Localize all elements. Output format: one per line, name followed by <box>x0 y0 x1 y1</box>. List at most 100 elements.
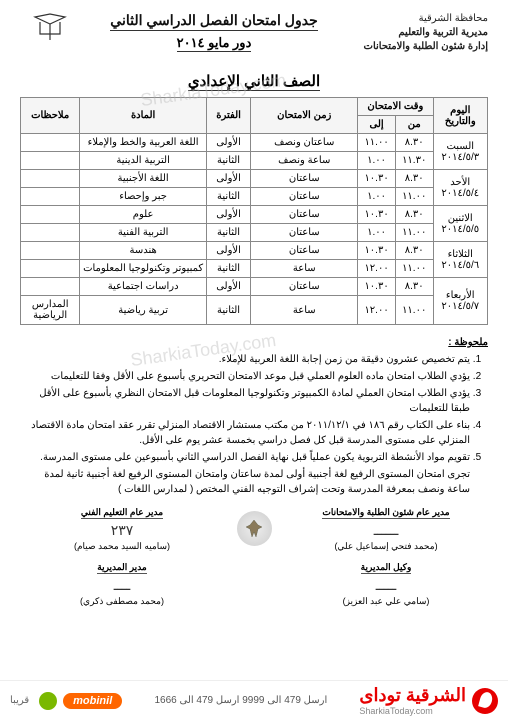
notes-section: ملحوظة : يتم تخصيص عشرون دقيقة من زمن إج… <box>20 335 488 497</box>
cell-to: ١.٠٠ <box>358 188 396 206</box>
th-time: وقت الامتحان <box>358 98 433 116</box>
cell-from: ١١.٠٠ <box>395 188 433 206</box>
header-authority: محافظة الشرقية مديرية التربية والتعليم إ… <box>358 12 488 54</box>
cell-notes <box>21 170 80 188</box>
header-logo <box>20 12 70 42</box>
notes-extra: تجرى امتحان المستوى الرفيع لغة أجنبية أو… <box>20 467 488 497</box>
cell-subject: كمبيوتر وتكنولوجيا المعلومات <box>80 260 207 278</box>
cell-from: ١١.٠٠ <box>395 224 433 242</box>
th-notes: ملاحظات <box>21 98 80 134</box>
cell-subject: التربية الدينية <box>80 152 207 170</box>
cell-duration: ساعتان <box>251 224 358 242</box>
directorate: مديرية التربية والتعليم <box>358 26 488 40</box>
cell-period: الثانية <box>206 260 250 278</box>
signature-mark: ــــ <box>20 578 224 596</box>
cell-day: السبت٢٠١٤/٥/٣ <box>433 134 487 170</box>
cell-notes: المدارس الرياضية <box>21 296 80 325</box>
table-row: الثلاثاء٢٠١٤/٥/٦٨.٣٠١٠.٣٠ساعتانالأولىهند… <box>21 242 488 260</box>
cell-to: ١.٠٠ <box>358 152 396 170</box>
cell-duration: ساعة <box>251 296 358 325</box>
cell-notes <box>21 188 80 206</box>
cell-day: الاثنين٢٠١٤/٥/٥ <box>433 206 487 242</box>
cell-period: الثانية <box>206 296 250 325</box>
sig-title: مدير المديرية <box>97 562 147 574</box>
title-main: جدول امتحان الفصل الدراسي الثاني <box>110 12 317 31</box>
note-item: يتم تخصيص عشرون دقيقة من زمن إجابة اللغة… <box>20 352 470 367</box>
cell-to: ١٠.٣٠ <box>358 278 396 296</box>
department: إدارة شئون الطلبة والامتحانات <box>358 40 488 54</box>
th-duration: زمن الامتحان <box>251 98 358 134</box>
cell-to: ١٠.٣٠ <box>358 206 396 224</box>
site-footer: الشرقية توداى SharkiaToday.com ارسل 479 … <box>0 680 508 720</box>
header: محافظة الشرقية مديرية التربية والتعليم إ… <box>20 12 488 54</box>
table-row: الأربعاء٢٠١٤/٥/٧٨.٣٠١٠.٣٠ساعتانالأولىدرا… <box>21 278 488 296</box>
cell-notes <box>21 224 80 242</box>
cell-subject: دراسات اجتماعية <box>80 278 207 296</box>
cell-to: ١٢.٠٠ <box>358 260 396 278</box>
cell-period: الأولى <box>206 206 250 224</box>
signature-mark: ٢٣٧ <box>20 523 224 541</box>
cell-notes <box>21 278 80 296</box>
cell-period: الأولى <box>206 242 250 260</box>
soon-label: قريبا <box>10 695 29 706</box>
cell-subject: تربية رياضية <box>80 296 207 325</box>
cell-duration: ساعة ونصف <box>251 152 358 170</box>
sig-name: (ساميه السيد محمد صيام) <box>20 541 224 552</box>
table-row: ١١.٠٠١.٠٠ساعتانالثانيةالتربية الفنية <box>21 224 488 242</box>
th-period: الفترة <box>206 98 250 134</box>
cell-from: ٨.٣٠ <box>395 206 433 224</box>
cell-subject: علوم <box>80 206 207 224</box>
brand-url: SharkiaToday.com <box>359 706 466 716</box>
governorate: محافظة الشرقية <box>358 12 488 26</box>
mobinil-badge: mobinil <box>63 693 122 709</box>
signature-mark: ـــــ <box>284 578 488 596</box>
footer-promo: ارسل 479 الى 9999 ارسل 479 الى 1666 <box>154 695 327 706</box>
cell-to: ١٠.٣٠ <box>358 242 396 260</box>
th-day: اليوم والتاريخ <box>433 98 487 134</box>
signatures: مدير عام شئون الطلبة والامتحانات ــــــ … <box>20 507 488 607</box>
cell-duration: ساعتان <box>251 170 358 188</box>
exam-table: اليوم والتاريخ وقت الامتحان زمن الامتحان… <box>20 97 488 325</box>
document-page: SharkiaToday.com SharkiaToday.com محافظة… <box>0 0 508 680</box>
note-item: بناء على الكتاب رقم ١٨٦ في ٢٠١١/١٢/١ من … <box>20 418 470 448</box>
table-row: الأحد٢٠١٤/٥/٤٨.٣٠١٠.٣٠ساعتانالأولىاللغة … <box>21 170 488 188</box>
cell-duration: ساعتان <box>251 206 358 224</box>
note-item: تقويم مواد الأنشطة التربوية يكون عملياً … <box>20 450 470 465</box>
cell-period: الثانية <box>206 224 250 242</box>
cell-notes <box>21 134 80 152</box>
etisalat-icon <box>39 692 57 710</box>
footer-brand: الشرقية توداى SharkiaToday.com <box>359 685 498 716</box>
sig-name: (محمد مصطفى ذكري) <box>20 596 224 607</box>
sig-name: (سامي علي عبد العزيز) <box>284 596 488 607</box>
cell-duration: ساعتان <box>251 242 358 260</box>
cell-subject: جبر وإحصاء <box>80 188 207 206</box>
cell-to: ١١.٠٠ <box>358 134 396 152</box>
cell-day: الأحد٢٠١٤/٥/٤ <box>433 170 487 206</box>
cell-period: الأولى <box>206 278 250 296</box>
cell-from: ١١.٠٠ <box>395 260 433 278</box>
cell-duration: ساعتان ونصف <box>251 134 358 152</box>
cell-subject: اللغة الأجنبية <box>80 170 207 188</box>
sig-title: مدير عام التعليم الفني <box>81 507 163 519</box>
cell-notes <box>21 242 80 260</box>
cell-from: ٨.٣٠ <box>395 170 433 188</box>
cell-to: ١٢.٠٠ <box>358 296 396 325</box>
notes-list: يتم تخصيص عشرون دقيقة من زمن إجابة اللغة… <box>20 352 488 465</box>
th-subject: المادة <box>80 98 207 134</box>
table-row: الاثنين٢٠١٤/٥/٥٨.٣٠١٠.٣٠ساعتانالأولىعلوم <box>21 206 488 224</box>
cell-to: ١.٠٠ <box>358 224 396 242</box>
header-title: جدول امتحان الفصل الدراسي الثاني دور ماي… <box>70 12 358 52</box>
th-from: من <box>395 116 433 134</box>
sig-col-2: مدير عام التعليم الفني ٢٣٧ (ساميه السيد … <box>20 507 224 607</box>
cell-subject: اللغة العربية والخط والإملاء <box>80 134 207 152</box>
cell-subject: التربية الفنية <box>80 224 207 242</box>
signature-mark: ــــــ <box>284 523 488 541</box>
note-item: يؤدي الطلاب امتحان العملي لمادة الكمبيوت… <box>20 386 470 416</box>
grade-title: الصف الثاني الإعدادي <box>188 72 320 91</box>
cell-period: الأولى <box>206 134 250 152</box>
cell-duration: ساعة <box>251 260 358 278</box>
cell-duration: ساعتان <box>251 278 358 296</box>
table-row: ١١.٠٠١٢.٠٠ساعةالثانيةتربية رياضيةالمدارس… <box>21 296 488 325</box>
cell-duration: ساعتان <box>251 188 358 206</box>
seal-col <box>224 507 284 607</box>
